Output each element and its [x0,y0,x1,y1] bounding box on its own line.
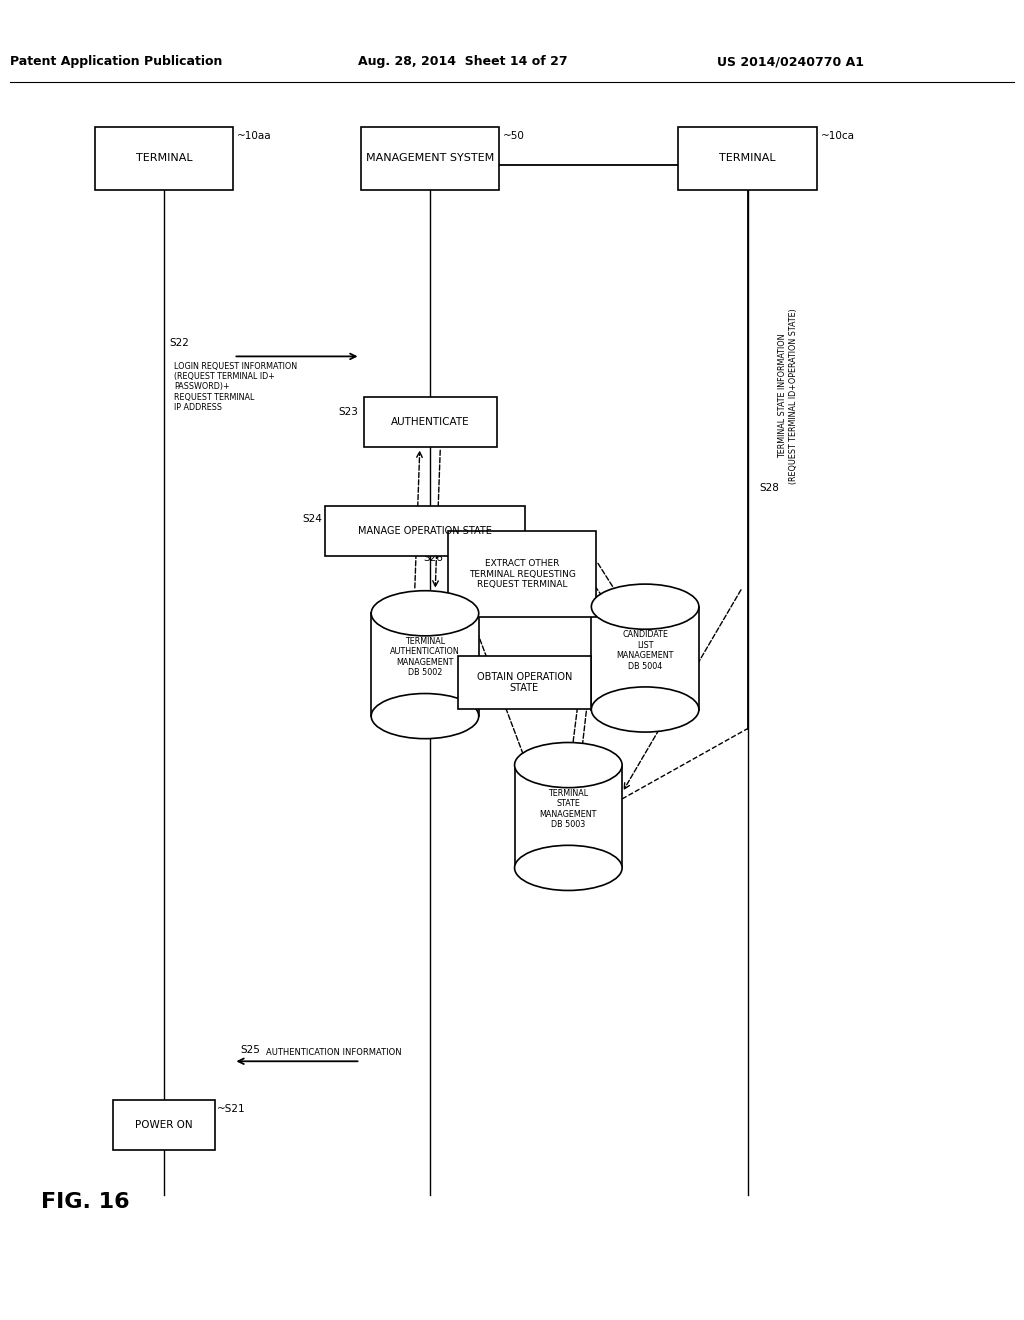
Ellipse shape [371,693,478,739]
Text: US 2014/0240770 A1: US 2014/0240770 A1 [717,55,864,69]
FancyBboxPatch shape [360,127,500,190]
Text: CANDIDATE
LIST
MANAGEMENT
DB 5004: CANDIDATE LIST MANAGEMENT DB 5004 [616,631,674,671]
Text: S27: S27 [433,667,453,677]
Text: TERMINAL: TERMINAL [135,153,193,164]
Text: S22: S22 [169,338,188,348]
FancyBboxPatch shape [449,532,596,618]
Text: EXTRACT OTHER
TERMINAL REQUESTING
REQUEST TERMINAL: EXTRACT OTHER TERMINAL REQUESTING REQUES… [469,560,575,589]
Text: TERMINAL
AUTHENTICATION
MANAGEMENT
DB 5002: TERMINAL AUTHENTICATION MANAGEMENT DB 50… [390,638,460,677]
Ellipse shape [371,591,478,636]
FancyBboxPatch shape [113,1100,215,1150]
Text: LOGIN REQUEST INFORMATION
(REQUEST TERMINAL ID+
PASSWORD)+
REQUEST TERMINAL
IP A: LOGIN REQUEST INFORMATION (REQUEST TERMI… [174,362,297,412]
Text: Patent Application Publication: Patent Application Publication [10,55,222,69]
Ellipse shape [592,686,699,733]
Text: S24: S24 [303,513,323,524]
FancyBboxPatch shape [458,656,591,709]
Text: Aug. 28, 2014  Sheet 14 of 27: Aug. 28, 2014 Sheet 14 of 27 [358,55,568,69]
Text: MANAGEMENT SYSTEM: MANAGEMENT SYSTEM [366,153,495,164]
Text: ~10aa: ~10aa [238,131,271,141]
FancyBboxPatch shape [371,614,478,715]
Text: ~50: ~50 [504,131,525,141]
Text: S26: S26 [423,553,442,564]
Text: S25: S25 [241,1044,260,1055]
Text: S23: S23 [339,407,358,417]
Ellipse shape [515,742,623,788]
Text: TERMINAL STATE INFORMATION
(REQUEST TERMINAL ID+OPERATION STATE): TERMINAL STATE INFORMATION (REQUEST TERM… [778,308,798,484]
FancyBboxPatch shape [592,607,698,710]
Text: POWER ON: POWER ON [135,1119,193,1130]
Text: S28: S28 [760,483,779,494]
FancyBboxPatch shape [515,766,623,869]
FancyBboxPatch shape [364,397,497,447]
FancyBboxPatch shape [326,506,524,556]
Text: TERMINAL: TERMINAL [719,153,776,164]
Text: MANAGE OPERATION STATE: MANAGE OPERATION STATE [358,525,492,536]
Text: ~S21: ~S21 [217,1104,246,1114]
Ellipse shape [592,583,699,630]
Text: OBTAIN OPERATION
STATE: OBTAIN OPERATION STATE [476,672,572,693]
Text: ~10ca: ~10ca [821,131,855,141]
Text: FIG. 16: FIG. 16 [41,1192,130,1212]
FancyBboxPatch shape [678,127,817,190]
Ellipse shape [515,845,623,891]
FancyBboxPatch shape [94,127,233,190]
Text: AUTHENTICATE: AUTHENTICATE [391,417,469,428]
Text: AUTHENTICATION INFORMATION: AUTHENTICATION INFORMATION [266,1048,401,1057]
Text: TERMINAL
STATE
MANAGEMENT
DB 5003: TERMINAL STATE MANAGEMENT DB 5003 [540,789,597,829]
